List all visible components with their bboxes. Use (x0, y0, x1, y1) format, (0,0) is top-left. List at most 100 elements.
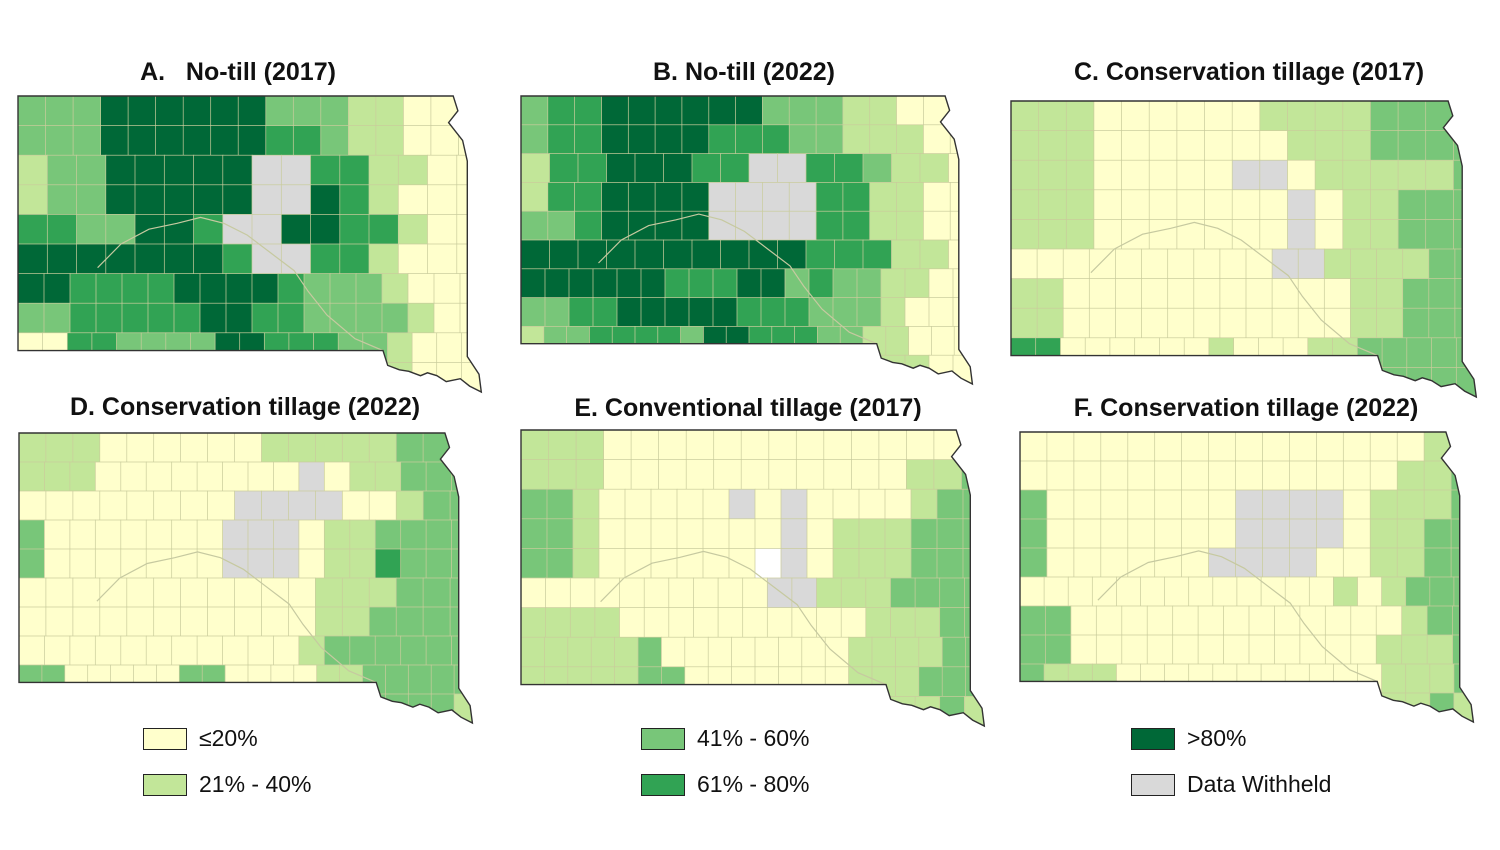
county-cell (355, 302, 383, 334)
county-cell (1271, 278, 1299, 309)
county-cell (717, 577, 744, 609)
county-cell (1314, 219, 1344, 250)
county-cell (545, 577, 571, 609)
county-cell (1208, 337, 1235, 369)
county-cell (592, 354, 618, 384)
county-cell (1316, 460, 1344, 491)
county-cell (708, 210, 737, 241)
county-cell (155, 125, 184, 156)
county-cell (72, 96, 102, 127)
county-cell (1093, 101, 1123, 132)
county-cell (848, 636, 873, 668)
county-cell (1453, 189, 1477, 221)
county-cells (18, 96, 482, 392)
county-cell (237, 96, 267, 127)
county-cell (1067, 576, 1093, 607)
county-cell (1154, 489, 1183, 520)
county-cell (834, 239, 864, 270)
county-cell (1212, 692, 1238, 722)
county-cell (1316, 518, 1344, 549)
county-cell (247, 693, 272, 723)
county-cell (780, 518, 808, 550)
county-cell (273, 461, 300, 492)
county-cell (1176, 130, 1206, 161)
county-cell (569, 696, 596, 726)
county-cell (630, 459, 660, 490)
county-cell (100, 125, 129, 156)
county-cell (891, 239, 921, 270)
county-cell (140, 332, 167, 364)
county-cell (598, 548, 626, 579)
county-cell (668, 607, 695, 638)
county-cell (914, 696, 941, 726)
county-cell (544, 666, 569, 698)
county-cell (731, 666, 756, 698)
county-cell (222, 519, 249, 550)
county-cell (1011, 337, 1037, 369)
county-cell (251, 184, 282, 216)
county-cell (1287, 189, 1316, 221)
county-cell (961, 430, 985, 461)
county-cell (1454, 278, 1477, 309)
county-cell (606, 239, 636, 270)
county-cell (842, 96, 871, 126)
county-cell (676, 518, 704, 550)
county-cell (397, 184, 429, 216)
county-cell (1397, 101, 1427, 132)
county-cell (247, 461, 275, 492)
county-cell (1223, 605, 1250, 636)
county-cell (736, 268, 762, 299)
county-cell (832, 548, 860, 579)
county-cell (748, 239, 779, 270)
county-cell (1342, 518, 1371, 549)
county-cell (261, 433, 290, 463)
county-cell (91, 362, 118, 392)
county-cell (19, 664, 43, 695)
county-cell (1231, 189, 1261, 221)
county-cell (865, 577, 892, 609)
county-cell (41, 693, 66, 723)
county-cell (251, 154, 282, 186)
county-cell (918, 636, 943, 668)
county-cell (87, 693, 112, 723)
county-cell (1258, 337, 1284, 369)
county-cell (1316, 432, 1344, 462)
county-cell (1043, 692, 1069, 722)
county-cell (762, 96, 790, 126)
county-cell (451, 548, 473, 579)
county-cell (702, 548, 730, 579)
panel-title-f: F. Conservation tillage (2022) (1073, 394, 1419, 422)
county-cell (298, 548, 325, 579)
county-cell (936, 488, 964, 520)
county-cell (320, 125, 349, 156)
legend-label-data-withheld: Data Withheld (1187, 771, 1332, 797)
county-cell (657, 326, 682, 356)
county-cell (603, 459, 632, 490)
county-cell (277, 302, 305, 334)
county-cell (684, 666, 709, 698)
county-cell (1405, 576, 1431, 607)
county-cell (201, 693, 226, 723)
county-cell (1248, 634, 1276, 665)
county-cell (884, 548, 912, 579)
county-cell (834, 153, 864, 184)
county-cell (691, 239, 722, 270)
county-cell (288, 577, 316, 608)
county-cell (19, 461, 46, 492)
county-cell (1236, 576, 1262, 607)
county-cell (1100, 518, 1129, 549)
county-cell (766, 577, 793, 609)
county-cell (643, 577, 670, 609)
county-cell (1065, 130, 1095, 161)
county-cell (18, 96, 47, 127)
county-cell (1369, 547, 1398, 578)
county-cell (760, 297, 786, 328)
county-cell (545, 696, 571, 726)
county-cell (708, 96, 737, 126)
county-cell (374, 461, 402, 492)
county-cell (349, 519, 376, 550)
county-cell (962, 488, 985, 520)
county-cells (521, 430, 985, 726)
county-cell (1350, 307, 1378, 339)
county-cell (1091, 663, 1118, 694)
